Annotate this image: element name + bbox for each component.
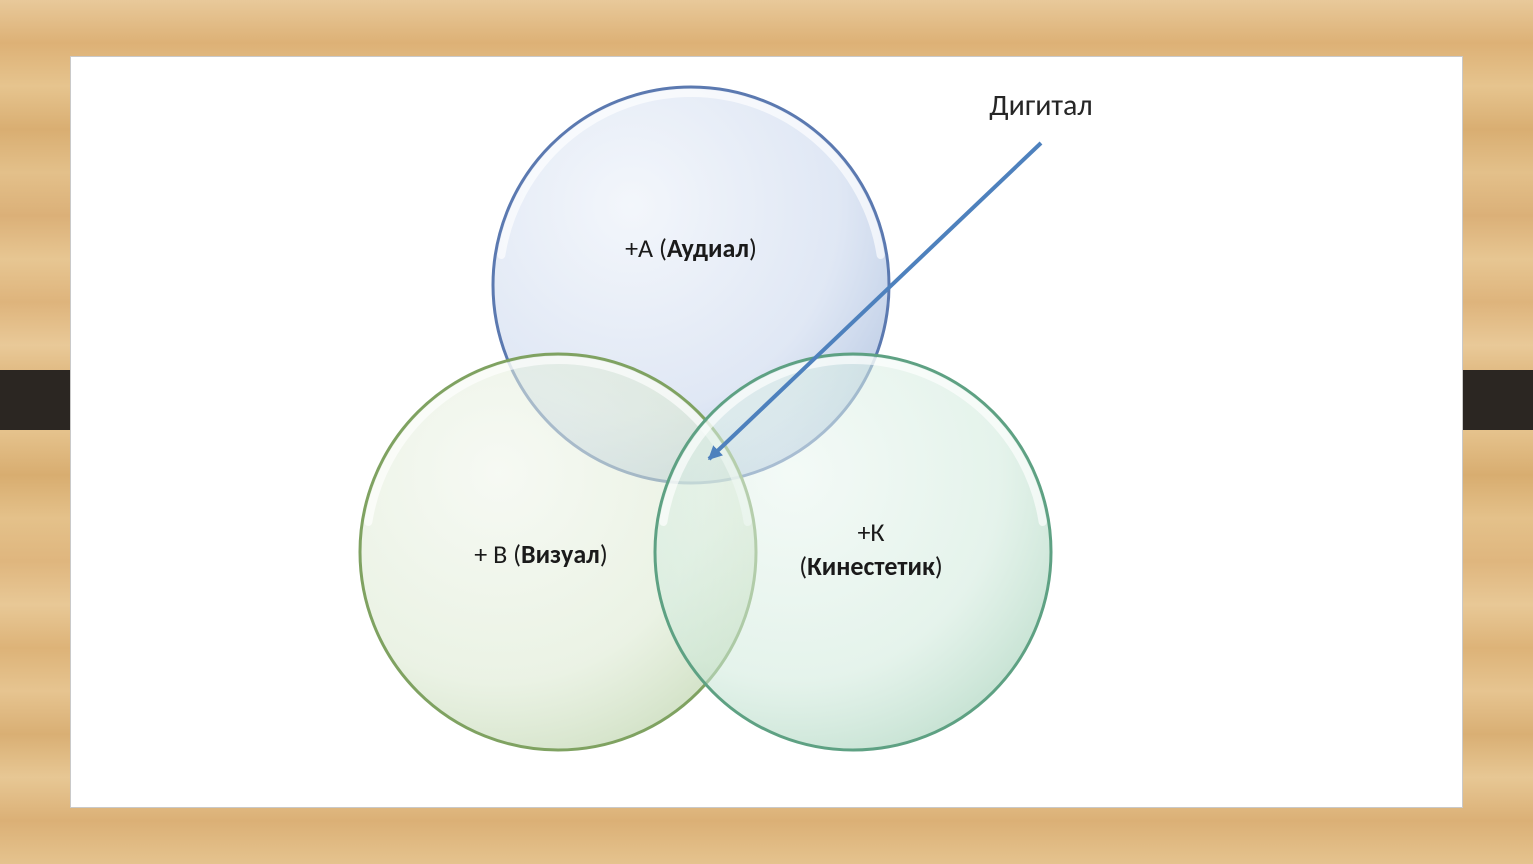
venn-diagram: Дигитал+А (Аудиал)+ В (Визуал)+К(Кинесте…: [71, 57, 1464, 809]
venn-label-visual: + В (Визуал): [474, 538, 607, 570]
callout-label: Дигитал: [989, 87, 1092, 124]
slide: Дигитал+А (Аудиал)+ В (Визуал)+К(Кинесте…: [70, 56, 1463, 808]
venn-label-audial: +А (Аудиал): [625, 232, 757, 264]
